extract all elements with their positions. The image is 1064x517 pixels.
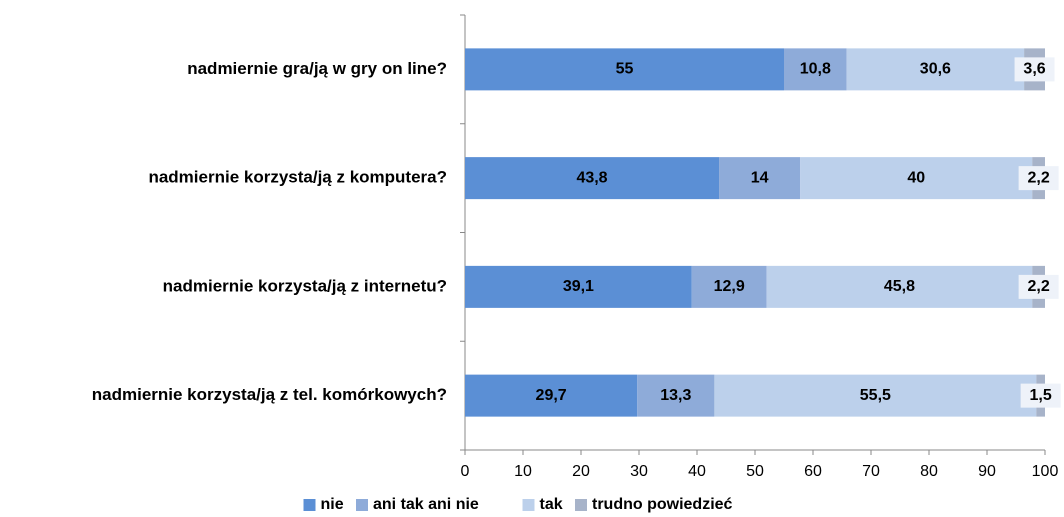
y-tick-label: nadmiernie korzysta/ją z tel. komórkowyc… bbox=[92, 385, 447, 404]
x-tick-label: 60 bbox=[804, 463, 822, 480]
legend-swatch bbox=[303, 499, 316, 511]
legend-label: nie bbox=[321, 496, 344, 513]
x-tick-label: 100 bbox=[1032, 463, 1059, 480]
bar-segment bbox=[714, 374, 1037, 417]
data-label: 55 bbox=[616, 61, 634, 78]
data-label-bg bbox=[1020, 383, 1061, 408]
legend-swatch bbox=[356, 499, 368, 511]
data-label: 40 bbox=[907, 169, 925, 186]
x-tick-label: 20 bbox=[572, 463, 590, 480]
data-label-bg bbox=[1014, 57, 1055, 82]
data-label: 13,3 bbox=[660, 387, 691, 404]
bar-segment bbox=[766, 265, 1033, 308]
data-label: 55,5 bbox=[860, 387, 891, 404]
y-tick-label: nadmiernie korzysta/ją z internetu? bbox=[163, 276, 447, 295]
bar-segment bbox=[691, 265, 767, 308]
legend-label: trudno powiedzieć bbox=[592, 496, 733, 513]
x-tick-label: 80 bbox=[920, 463, 938, 480]
x-tick-label: 30 bbox=[630, 463, 648, 480]
data-label: 29,7 bbox=[536, 387, 567, 404]
x-tick-label: 0 bbox=[461, 463, 470, 480]
legend-swatch bbox=[575, 499, 587, 511]
legend-label: tak bbox=[540, 496, 563, 513]
data-label: 1,5 bbox=[1030, 387, 1052, 404]
x-tick-label: 70 bbox=[862, 463, 880, 480]
bar-segment bbox=[784, 48, 847, 91]
bar-segment bbox=[846, 48, 1025, 91]
x-tick-label: 90 bbox=[978, 463, 996, 480]
legend-label: ani tak ani nie bbox=[373, 496, 479, 513]
x-tick-label: 50 bbox=[746, 463, 764, 480]
bar-segment bbox=[465, 374, 638, 417]
bar-segment bbox=[719, 157, 801, 200]
data-label-bg bbox=[1018, 166, 1059, 191]
data-label: 12,9 bbox=[714, 278, 745, 295]
data-label: 2,2 bbox=[1027, 278, 1049, 295]
x-tick-label: 40 bbox=[688, 463, 706, 480]
bar-segment bbox=[465, 48, 784, 91]
data-label: 30,6 bbox=[920, 61, 951, 78]
bar-segment bbox=[465, 265, 692, 308]
data-label: 43,8 bbox=[576, 169, 607, 186]
data-label: 2,2 bbox=[1027, 169, 1049, 186]
y-tick-label: nadmiernie gra/ją w gry on line? bbox=[187, 59, 447, 78]
data-label-bg bbox=[1018, 274, 1059, 299]
bar-segment bbox=[800, 157, 1033, 200]
data-label: 45,8 bbox=[884, 278, 915, 295]
data-label: 3,6 bbox=[1023, 61, 1045, 78]
x-tick-label: 10 bbox=[514, 463, 532, 480]
data-label: 10,8 bbox=[800, 61, 831, 78]
bar-segment bbox=[465, 157, 720, 200]
y-tick-label: nadmiernie korzysta/ją z komputera? bbox=[148, 168, 447, 187]
bar-segment bbox=[637, 374, 715, 417]
data-label: 14 bbox=[751, 169, 769, 186]
legend-swatch bbox=[522, 499, 535, 511]
data-label: 39,1 bbox=[563, 278, 594, 295]
